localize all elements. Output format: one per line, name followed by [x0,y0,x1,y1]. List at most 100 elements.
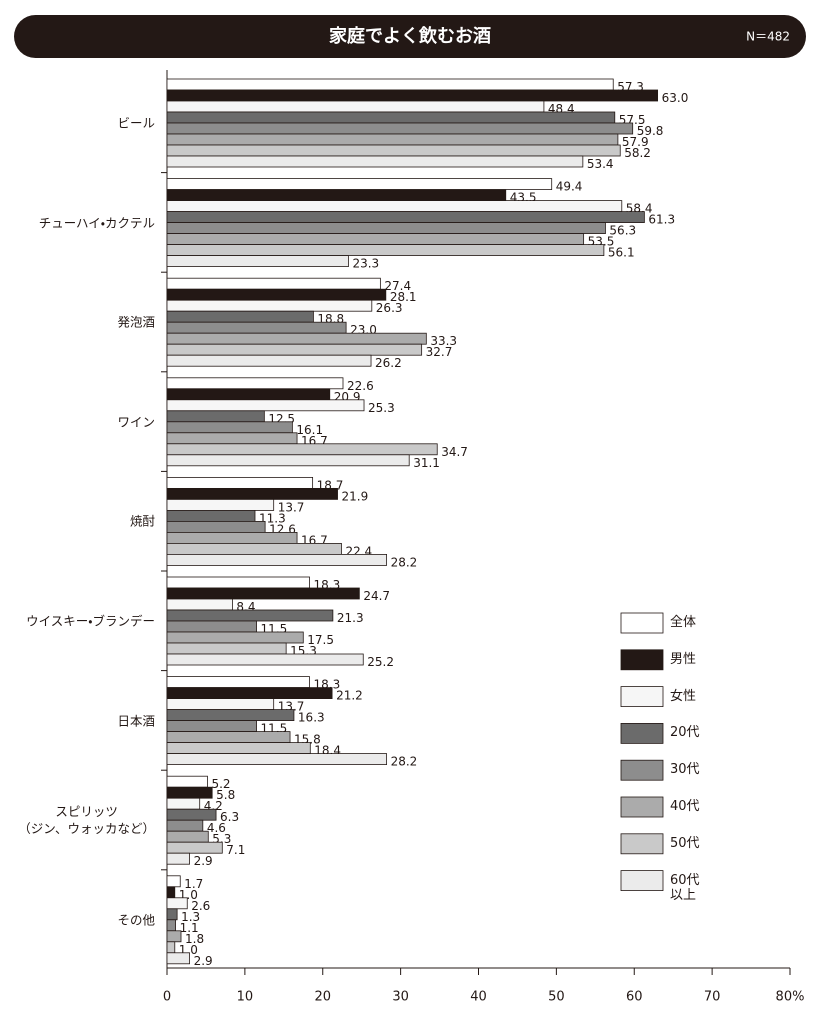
x-tick-label: 60 [626,990,643,1005]
value-label: 6.3 [220,810,239,824]
category-label: ビール [117,115,155,131]
bar [166,277,381,290]
bar [166,233,585,246]
category-label-box: ウイスキー・ブランデー [5,613,155,630]
title-bar [14,15,806,58]
value-label: 5.2 [211,777,230,791]
bar [166,410,265,423]
legend-swatch [620,723,664,744]
bar [166,576,310,589]
bar [166,388,331,401]
bar [166,852,190,865]
legend-swatch [620,686,664,707]
chart-title: 家庭でよく飲むお酒 [329,25,491,47]
bar [166,122,634,135]
legend-swatch [620,870,664,891]
value-label: 28.1 [390,290,417,304]
category-label-box: ビール [5,115,155,132]
value-label: 33.3 [430,334,457,348]
value-label: 34.7 [441,445,468,459]
bar [166,111,616,124]
category-label: ワイン [117,414,155,430]
bar [166,133,619,146]
value-label: 26.2 [375,356,402,370]
bar [166,653,364,666]
value-label: 63.0 [662,91,689,105]
category-label: チューハイ・カクテル [38,215,155,231]
value-label: 5.8 [216,788,235,802]
bar [166,808,217,821]
bar [166,620,257,633]
bar [166,886,176,899]
bar [166,487,338,500]
category-label: ウイスキー・ブランデー [26,613,155,629]
legend-swatch [620,796,664,818]
bar [166,631,304,644]
legend-swatch [620,612,664,634]
bar [166,399,365,412]
bar [166,421,293,434]
bar [166,454,410,467]
category-label-box: 発泡酒 [5,314,155,331]
bar [166,509,256,522]
category-label-box: スピリッツ （ジン、ウォッカなど） [5,803,155,837]
value-label: 53.4 [587,157,614,171]
category-label-box: ワイン [5,413,155,430]
legend-label: 50代 [670,835,700,851]
bar [166,144,621,157]
bar [166,908,178,921]
bar [166,587,360,600]
value-label: 61.3 [648,213,675,227]
bar [166,155,584,168]
value-label: 17.5 [307,633,334,647]
bar [166,676,310,688]
bar [166,89,659,102]
value-label: 59.8 [637,124,664,138]
value-label: 25.2 [367,655,394,669]
value-label: 21.9 [342,489,369,503]
value-label: 11.3 [259,511,286,525]
category-label-box: 焼酎 [5,513,155,530]
legend-label: 20代 [670,725,700,741]
category-label-box: 日本酒 [5,712,155,729]
bar [166,841,223,854]
bar [166,100,545,113]
value-label: 1.7 [184,877,203,891]
sample-note: N＝482 [746,30,790,44]
bar [166,687,333,699]
value-label: 26.3 [376,301,403,315]
value-label: 23.3 [352,257,379,271]
value-label: 1.3 [181,910,200,924]
bar [166,875,181,888]
bar [166,532,298,544]
category-label: その他 [117,912,155,928]
bar [166,498,275,511]
category-label-box: その他 [5,911,155,928]
bar [166,720,257,732]
value-label: 28.2 [391,755,418,769]
bar [166,797,201,810]
bar [166,78,614,91]
value-label: 16.1 [296,423,323,437]
bar [166,819,204,832]
bar [166,255,349,268]
bar [166,332,427,345]
value-label: 2.9 [194,954,213,968]
bar [166,952,190,965]
x-tick-label: 10 [237,990,254,1005]
bar [166,709,295,721]
legend-label: 40代 [670,799,700,814]
bar [166,288,387,301]
value-label: 49.4 [556,180,583,194]
bar [166,299,373,312]
bar [166,343,423,356]
x-tick-label: 70 [704,990,721,1005]
x-tick-label: 0 [163,990,171,1005]
legend-label: 男性 [670,651,697,667]
bar [166,930,182,943]
legend-label: 女性 [670,688,697,704]
value-label: 13.7 [278,500,305,514]
bar [166,443,438,456]
value-label: 56.1 [608,246,635,260]
x-tick-label: 30 [392,990,409,1005]
